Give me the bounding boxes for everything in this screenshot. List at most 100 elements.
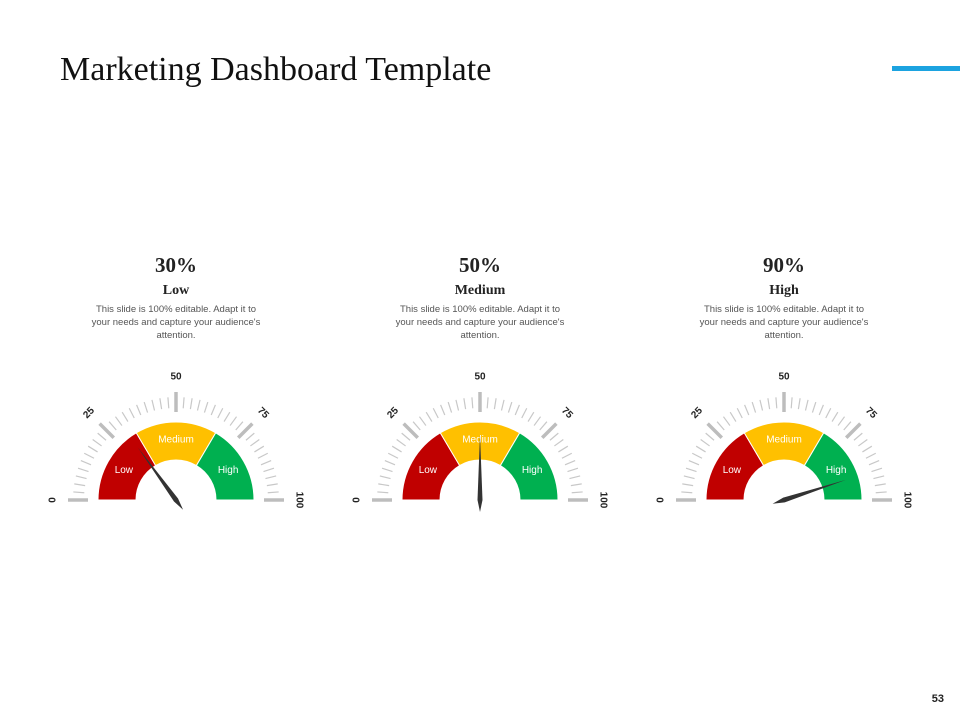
minor-tick <box>486 397 489 409</box>
minor-tick <box>751 401 757 413</box>
minor-tick <box>759 399 764 411</box>
minor-tick <box>853 432 863 441</box>
minor-tick <box>873 475 885 480</box>
band-label: Medium <box>766 435 802 446</box>
minor-tick <box>722 416 731 426</box>
minor-tick <box>558 445 569 453</box>
band-label: High <box>218 465 239 476</box>
tick-label: 50 <box>778 372 790 383</box>
minor-tick <box>378 483 390 487</box>
gauge-needle <box>477 435 483 512</box>
tick-label: 25 <box>385 405 401 421</box>
tick-label: 100 <box>597 492 608 509</box>
minor-tick <box>527 411 535 422</box>
gauge-value: 90% <box>763 253 805 277</box>
band-label: High <box>826 465 847 476</box>
tick-label: 75 <box>863 405 879 421</box>
minor-tick <box>858 438 868 447</box>
minor-tick <box>396 438 406 447</box>
gauge-value: 30% <box>155 253 197 277</box>
minor-tick <box>811 401 817 413</box>
minor-tick <box>151 399 156 411</box>
band-label: Low <box>723 465 742 476</box>
minor-tick <box>267 491 279 494</box>
minor-tick <box>254 445 265 453</box>
minor-tick <box>797 398 801 410</box>
minor-tick <box>500 399 505 411</box>
minor-tick <box>471 397 474 409</box>
minor-tick <box>804 399 809 411</box>
minor-tick <box>871 467 883 473</box>
minor-tick <box>683 475 695 480</box>
gauge-description: This slide is 100% editable. Adapt it to… <box>91 304 261 341</box>
minor-tick <box>97 432 107 441</box>
tick-label: 75 <box>559 405 575 421</box>
minor-tick <box>92 438 102 447</box>
gauge-band <box>195 432 255 501</box>
minor-tick <box>182 397 185 409</box>
minor-tick <box>507 401 513 413</box>
minor-tick <box>716 421 725 431</box>
minor-tick <box>533 416 542 426</box>
tick-label: 0 <box>656 497 667 503</box>
minor-tick <box>108 421 117 431</box>
minor-tick <box>114 416 123 426</box>
minor-tick <box>75 475 87 480</box>
minor-tick <box>790 397 793 409</box>
gauge-description: This slide is 100% editable. Adapt it to… <box>699 304 869 341</box>
minor-tick <box>381 467 393 473</box>
minor-tick <box>569 475 581 480</box>
tick-label: 0 <box>48 497 59 503</box>
minor-tick <box>736 407 743 419</box>
minor-tick <box>818 404 824 416</box>
minor-tick <box>874 483 886 487</box>
minor-tick <box>685 467 697 473</box>
minor-tick <box>379 475 391 480</box>
minor-tick <box>80 460 92 466</box>
minor-tick <box>775 397 778 409</box>
tick-label: 100 <box>293 492 304 509</box>
accent-bar <box>892 66 960 71</box>
minor-tick <box>143 401 149 413</box>
minor-tick <box>549 432 559 441</box>
minor-tick <box>463 398 467 410</box>
minor-tick <box>257 452 269 459</box>
tick-label: 100 <box>901 492 912 509</box>
major-tick <box>706 422 724 440</box>
minor-tick <box>121 411 129 422</box>
minor-tick <box>825 407 832 419</box>
minor-tick <box>425 411 433 422</box>
minor-tick <box>217 407 224 419</box>
minor-tick <box>229 416 238 426</box>
minor-tick <box>705 432 715 441</box>
gauge-band <box>803 432 863 501</box>
minor-tick <box>875 491 887 494</box>
minor-tick <box>210 404 216 416</box>
minor-tick <box>159 398 163 410</box>
tick-label: 75 <box>255 405 271 421</box>
minor-tick <box>223 411 231 422</box>
minor-tick <box>447 401 453 413</box>
gauge-value: 50% <box>459 253 501 277</box>
minor-tick <box>567 467 579 473</box>
page-number: 53 <box>932 693 944 705</box>
minor-tick <box>235 421 244 431</box>
minor-tick <box>521 407 528 419</box>
slide-title: Marketing Dashboard Template <box>60 51 491 88</box>
minor-tick <box>245 432 255 441</box>
minor-tick <box>514 404 520 416</box>
minor-tick <box>136 404 142 416</box>
band-label: Low <box>419 465 438 476</box>
minor-tick <box>554 438 564 447</box>
minor-tick <box>265 475 277 480</box>
gauge-description: This slide is 100% editable. Adapt it to… <box>395 304 565 341</box>
minor-tick <box>729 411 737 422</box>
tick-label: 0 <box>352 497 363 503</box>
minor-tick <box>564 460 576 466</box>
minor-tick <box>682 483 694 487</box>
gauge-label: High <box>769 283 799 298</box>
gauge-band <box>499 432 559 501</box>
minor-tick <box>387 452 399 459</box>
minor-tick <box>865 452 877 459</box>
band-label: Medium <box>158 435 194 446</box>
